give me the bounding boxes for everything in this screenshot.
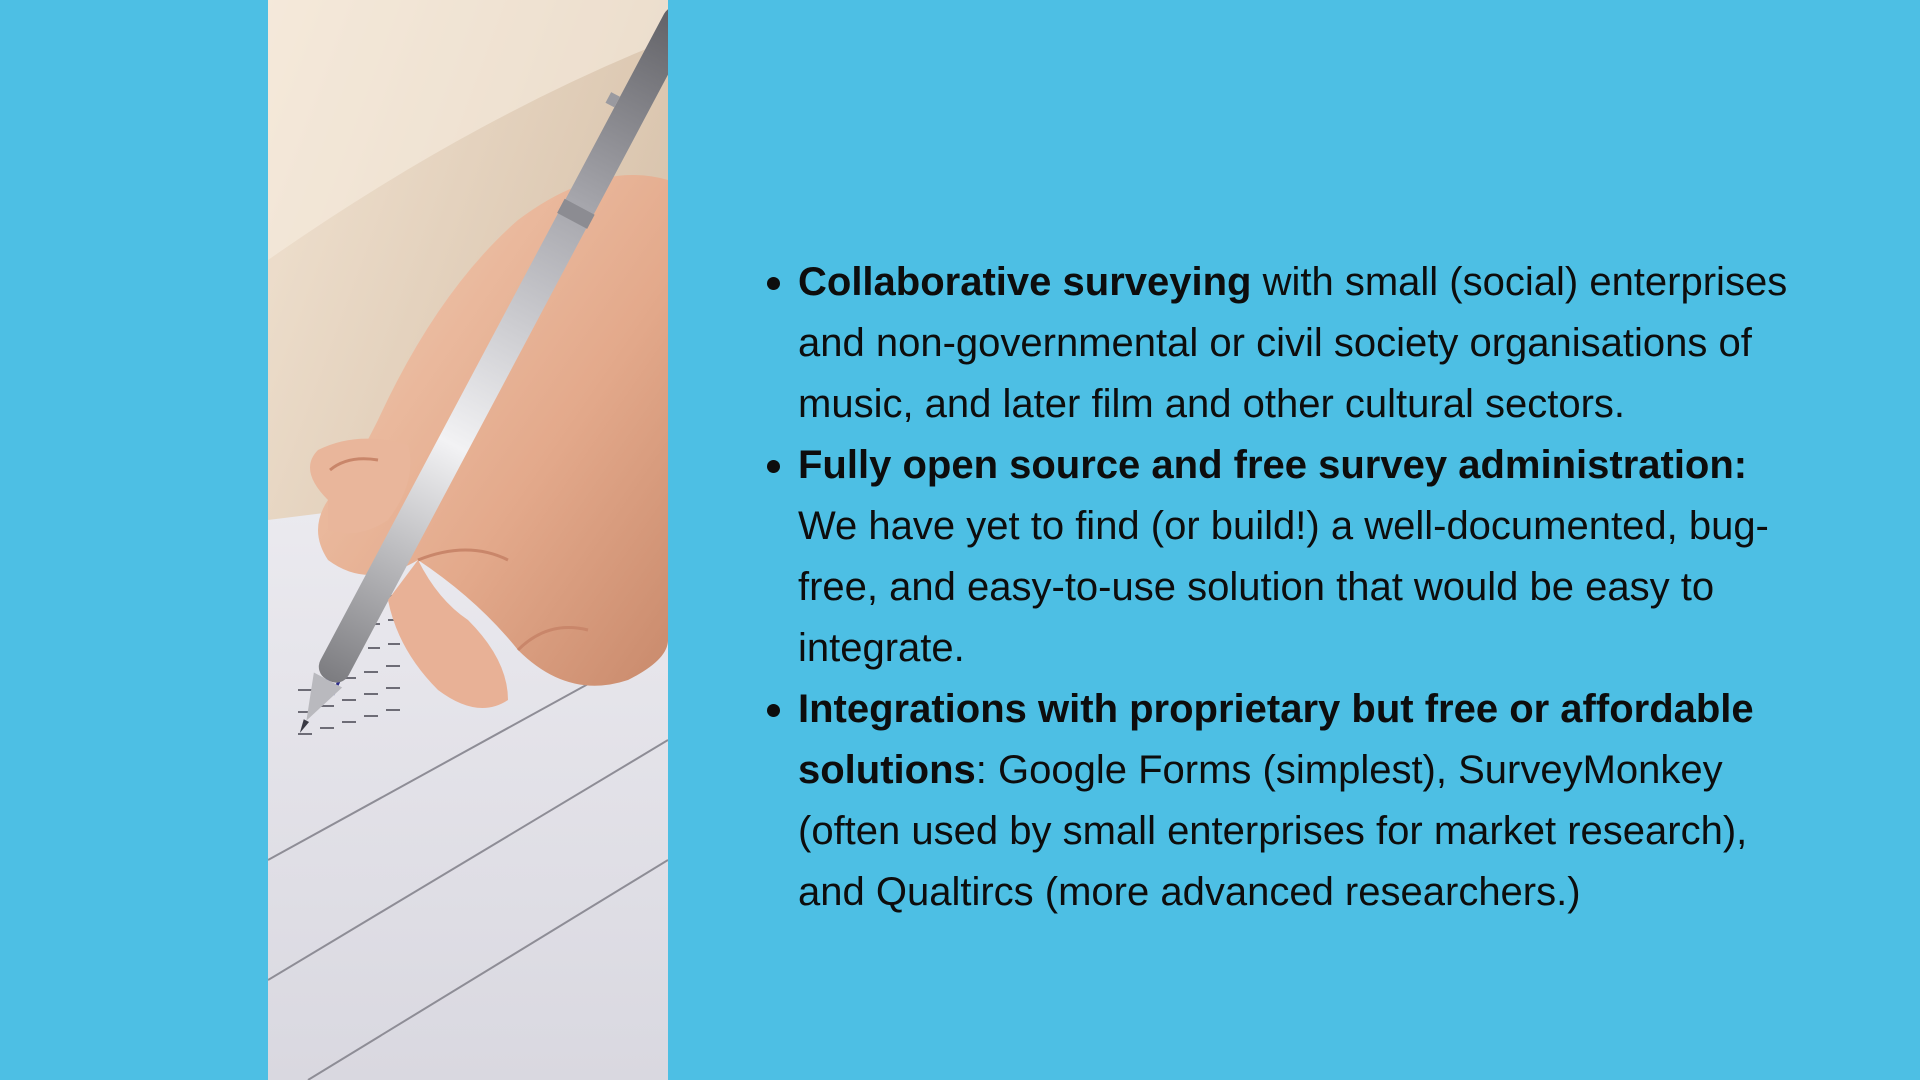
bullet-heading: Fully open source and free survey admini…: [798, 443, 1748, 487]
bullet-list: Collaborative surveying with small (soci…: [762, 252, 1812, 923]
bullet-dot-icon: [767, 460, 780, 473]
bullet-heading: Integrations with proprietary but free o…: [798, 687, 1754, 792]
bullet-item-open-source-survey-administration: Fully open source and free survey admini…: [762, 435, 1812, 679]
bullet-dot-icon: [767, 704, 780, 717]
bullet-heading: Collaborative surveying: [798, 260, 1252, 304]
bullet-text: : Google Forms (simplest), SurveyMonkey …: [798, 748, 1748, 914]
bullet-dot-icon: [767, 277, 780, 290]
bullet-text: with small (social) enterprises and non-…: [798, 260, 1788, 426]
bullet-item-proprietary-integrations: Integrations with proprietary but free o…: [762, 679, 1812, 923]
content-area: Collaborative surveying with small (soci…: [762, 252, 1812, 923]
hand-writing-survey-illustration: [268, 0, 668, 1080]
bullet-text: We have yet to find (or build!) a well-d…: [798, 504, 1769, 670]
survey-photo: [268, 0, 668, 1080]
bullet-item-collaborative-surveying: Collaborative surveying with small (soci…: [762, 252, 1812, 435]
